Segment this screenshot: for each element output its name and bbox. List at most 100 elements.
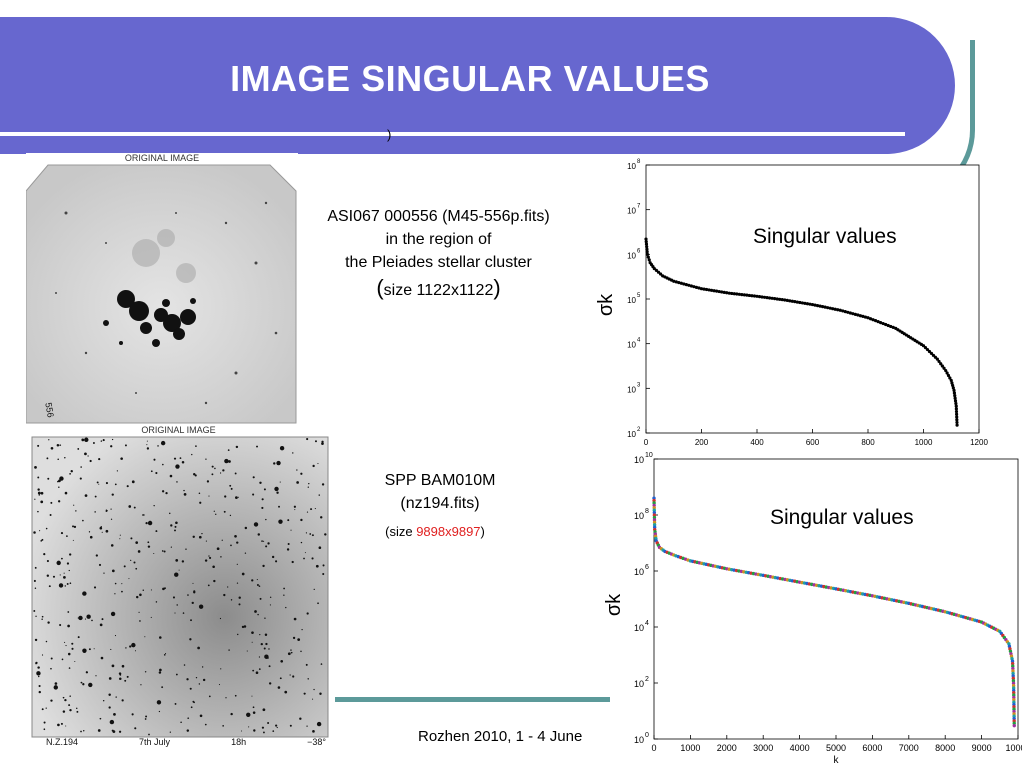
x-tick-label: 3000 [753, 743, 773, 753]
data-point [820, 305, 825, 309]
data-point [953, 394, 957, 398]
data-point [652, 496, 656, 500]
data-point [652, 266, 656, 271]
data-point [891, 325, 895, 330]
y-tick-exponent: 6 [637, 248, 641, 254]
data-point [732, 292, 736, 296]
data-point [652, 501, 656, 505]
data-point [652, 515, 657, 520]
image1-line-3: the Pleiades stellar cluster [345, 254, 532, 271]
data-point [770, 296, 774, 300]
data-point [775, 297, 779, 301]
y-axis-label: σk [603, 593, 625, 616]
data-point [652, 506, 656, 510]
y-axis-label: σk [596, 293, 617, 316]
data-point [1012, 698, 1016, 702]
data-point [1011, 671, 1015, 676]
data-point [656, 270, 661, 274]
data-point [750, 294, 754, 298]
data-point [838, 308, 842, 312]
data-point [955, 418, 959, 422]
image1-line-1: ASI067 000556 (M45-556p.fits) [327, 208, 550, 225]
plate-annotation: N.Z.194 7th July 18h −38° [46, 737, 326, 747]
data-point [652, 520, 657, 525]
x-tick-label: 1000 [680, 743, 700, 753]
data-point [948, 376, 952, 380]
plate-graphic [26, 164, 297, 424]
data-point [803, 301, 807, 305]
data-point [1012, 712, 1016, 716]
data-point [1011, 686, 1016, 690]
data-point [945, 371, 949, 375]
data-point [644, 237, 648, 241]
data-point [1012, 693, 1016, 697]
plot-frame [653, 458, 1019, 740]
x-tick-label: 0 [644, 438, 649, 447]
data-point [955, 415, 959, 419]
data-point [682, 282, 686, 286]
image1-line-2: in the region of [385, 231, 492, 248]
data-point [709, 288, 714, 292]
data-point [762, 295, 767, 299]
data-point [843, 310, 847, 314]
data-point [871, 318, 875, 322]
data-point [778, 297, 782, 301]
data-point [833, 307, 837, 311]
data-point [694, 285, 699, 289]
data-point [810, 302, 815, 307]
data-point [727, 291, 731, 295]
data-point [742, 293, 746, 297]
y-tick-exponent: 6 [645, 564, 649, 571]
data-point [826, 306, 830, 310]
data-point [1012, 719, 1016, 723]
data-point [652, 513, 657, 517]
data-point [1012, 688, 1016, 693]
x-tick-label: 9000 [972, 743, 992, 753]
data-point [677, 280, 681, 285]
data-point [1011, 681, 1016, 685]
star-field-plate-image: ORIGINAL IMAGE N.Z.194 7th July 18h −38° [26, 425, 331, 750]
y-tick-exponent: 8 [645, 508, 649, 515]
y-tick-label: 10 [634, 679, 644, 689]
data-point [813, 303, 817, 307]
data-point [886, 323, 890, 328]
data-point [1011, 679, 1016, 683]
data-point [954, 409, 959, 414]
image2-size-suffix: ) [480, 524, 485, 539]
plot-frame [645, 164, 980, 434]
data-point [953, 399, 958, 403]
data-point [780, 298, 784, 302]
x-tick-label: 4000 [790, 743, 810, 753]
data-point [942, 366, 946, 370]
data-point [793, 300, 797, 304]
data-point [929, 351, 934, 355]
data-point [652, 503, 656, 508]
data-point [951, 386, 955, 390]
data-point [836, 308, 840, 312]
y-tick-label: 10 [627, 341, 636, 350]
y-tick-exponent: 5 [637, 293, 641, 299]
data-point [953, 396, 957, 400]
image2-size-prefix: (size [385, 524, 417, 539]
data-point [644, 242, 649, 246]
banner-underline [0, 132, 905, 136]
x-tick-label: 200 [695, 438, 709, 447]
data-point [712, 289, 716, 293]
data-point [715, 289, 719, 293]
data-point [1012, 705, 1016, 709]
x-tick-label: 1200 [970, 438, 988, 447]
data-point [1012, 716, 1016, 721]
data-point [881, 321, 885, 326]
data-point [868, 317, 873, 321]
y-tick-label: 10 [627, 251, 636, 260]
y-tick-label: 10 [634, 735, 644, 745]
data-point [679, 281, 683, 285]
data-point [747, 293, 752, 298]
data-point [848, 311, 852, 315]
data-point [921, 344, 926, 348]
data-point [1012, 709, 1016, 714]
y-tick-exponent: 4 [637, 338, 641, 344]
data-point [933, 355, 937, 359]
image1-size-open: ( [376, 275, 384, 300]
data-point [689, 284, 694, 288]
